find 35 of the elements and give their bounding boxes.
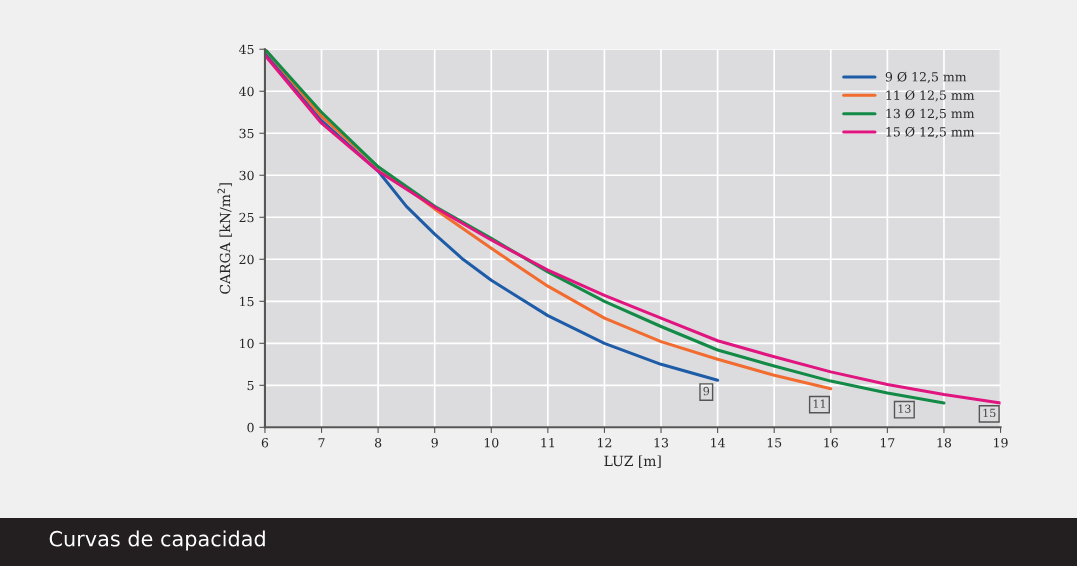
x-tick-label: 11 <box>541 437 555 448</box>
x-tick-label: 17 <box>880 437 895 448</box>
x-axis-title: LUZ [m] <box>604 455 661 468</box>
x-tick-label: 13 <box>654 437 669 448</box>
text: Curvas de capacidad <box>49 530 265 551</box>
x-tick-label: 18 <box>937 437 952 448</box>
x-tick-label: 14 <box>711 437 725 448</box>
x-tick-label: 15 <box>767 437 782 448</box>
y-tick-label: 5 <box>247 380 254 391</box>
y-tick-label: 35 <box>239 128 254 139</box>
y-tick-label: 15 <box>240 296 254 307</box>
y-axis-title: CARGA [kN/m$^{2}$] <box>217 183 232 294</box>
x-tick-label: 19 <box>994 437 1008 448</box>
legend-label: 15 Ø 12,5 mm <box>886 126 975 139</box>
x-tick-label: 8 <box>374 437 382 448</box>
x-tick-label: 12 <box>598 437 612 448</box>
y-tick-label: 0 <box>247 422 254 433</box>
x-tick-label: 9 <box>431 437 438 448</box>
x-tick-label: 7 <box>318 438 325 448</box>
annotation: 9 <box>703 386 710 396</box>
x-tick-label: 6 <box>261 437 269 448</box>
legend-label: 9 Ø 12,5 mm <box>885 71 967 84</box>
y-tick-label: 30 <box>239 170 254 181</box>
x-tick-label: 10 <box>484 437 499 448</box>
legend-label: 13 Ø 12,5 mm <box>886 108 975 120</box>
x-tick-label: 16 <box>824 437 838 448</box>
annotation: 11 <box>813 399 825 408</box>
annotation: 15 <box>983 408 996 418</box>
y-tick-label: 20 <box>239 254 254 265</box>
y-tick-label: 25 <box>239 212 254 223</box>
y-tick-label: 40 <box>239 86 254 97</box>
y-tick-label: 10 <box>240 338 254 349</box>
legend-label: 11 Ø 12,5 mm <box>886 90 975 102</box>
y-tick-label: 45 <box>239 44 254 55</box>
annotation: 13 <box>898 404 911 413</box>
